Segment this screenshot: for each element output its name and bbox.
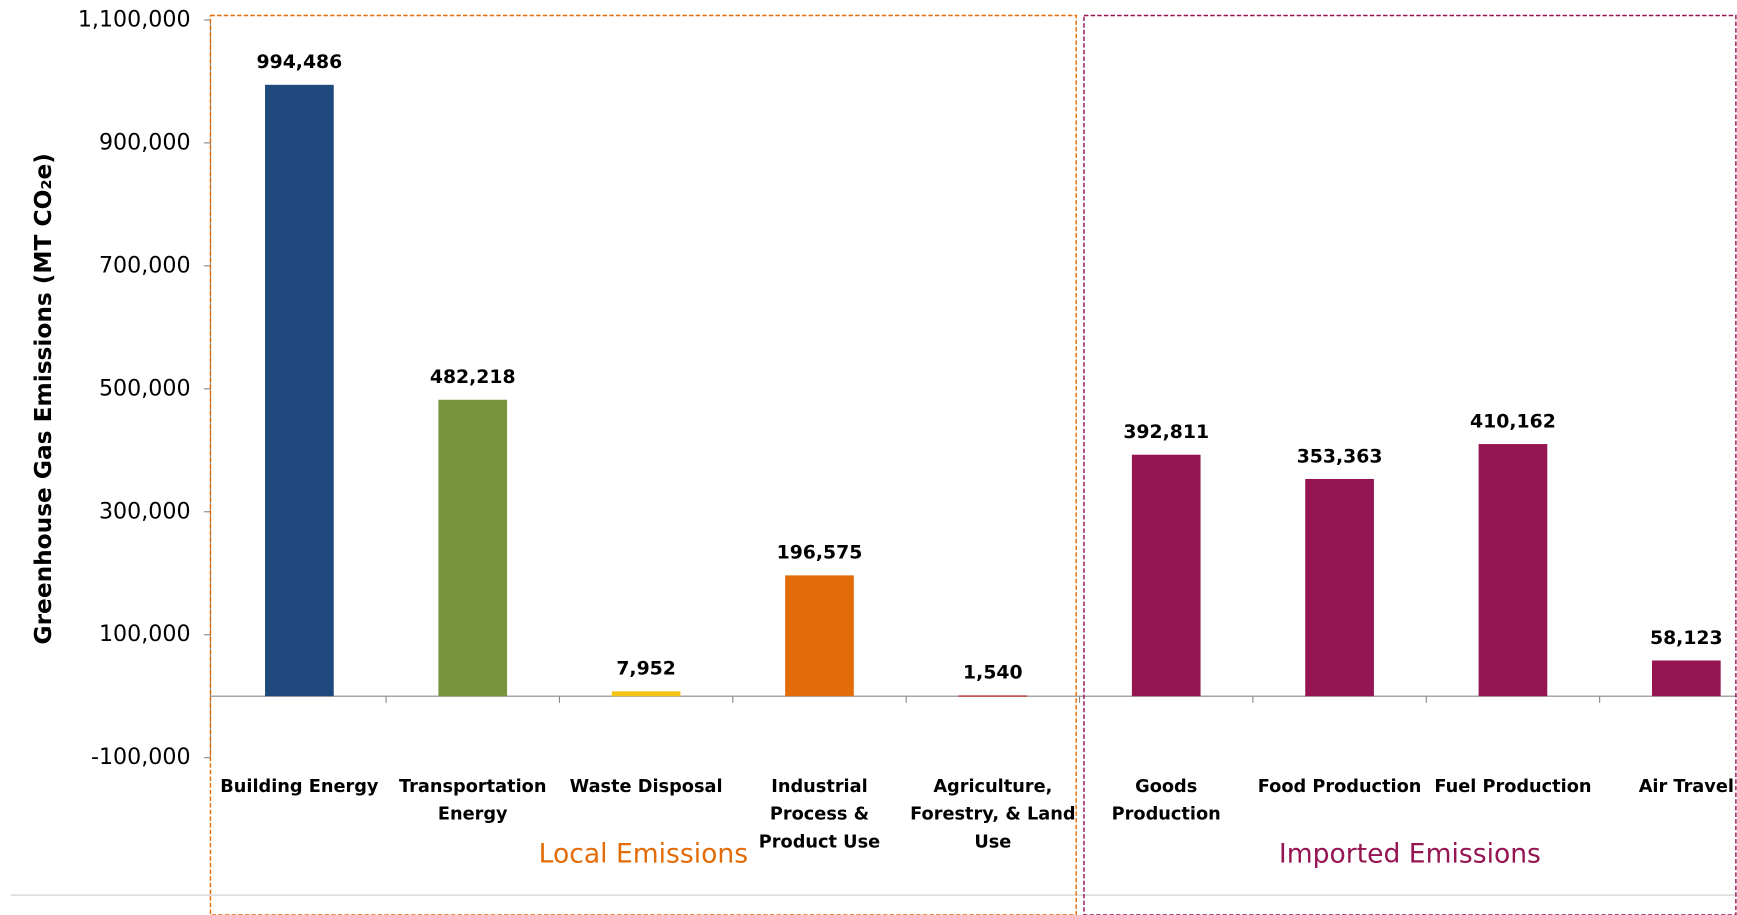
y-axis-label: Greenhouse Gas Emissions (MT CO₂e) bbox=[30, 153, 57, 644]
bar bbox=[1651, 660, 1721, 697]
data-label: 482,218 bbox=[430, 367, 516, 388]
y-tick-label: 900,000 bbox=[99, 129, 191, 155]
group-label: Imported Emissions bbox=[1279, 839, 1541, 870]
y-tick-label: 700,000 bbox=[99, 252, 191, 278]
y-tick-label: -100,000 bbox=[91, 744, 191, 770]
data-label: 410,162 bbox=[1470, 411, 1556, 432]
x-tick-label-box: Waste Disposal bbox=[569, 775, 723, 797]
x-tick-label-box: Industrial Process & Product Use bbox=[758, 775, 881, 852]
group-box bbox=[209, 14, 1077, 915]
bar bbox=[1478, 444, 1548, 697]
x-tick-label-box: Fuel Production bbox=[1434, 775, 1592, 797]
bar bbox=[611, 691, 681, 697]
x-tick-label: Goods Production bbox=[1111, 775, 1221, 825]
x-tick-label: Air Travel bbox=[1638, 775, 1734, 797]
x-tick-label: Building Energy bbox=[220, 775, 379, 797]
x-tick-label: Transportation Energy bbox=[399, 775, 547, 825]
x-tick-label-box: Goods Production bbox=[1111, 775, 1221, 825]
data-label: 353,363 bbox=[1297, 446, 1383, 467]
x-tick-label: Industrial Process & Product Use bbox=[758, 775, 881, 852]
x-tick-label-box: Transportation Energy bbox=[399, 775, 547, 825]
y-tick-label: 300,000 bbox=[99, 498, 191, 524]
x-tick-label: Fuel Production bbox=[1434, 775, 1592, 797]
y-tick-label: 500,000 bbox=[99, 375, 191, 401]
data-label: 196,575 bbox=[777, 543, 863, 564]
x-tick-label: Food Production bbox=[1257, 775, 1422, 797]
x-tick-label-box: Food Production bbox=[1257, 775, 1422, 797]
group-label: Local Emissions bbox=[539, 839, 748, 870]
bar bbox=[438, 399, 508, 697]
x-tick-label-box: Agriculture, Forestry, & Land Use bbox=[910, 775, 1076, 852]
y-tick-label: 100,000 bbox=[99, 621, 191, 647]
x-tick-label-box: Building Energy bbox=[220, 775, 379, 797]
x-tick-label: Agriculture, Forestry, & Land Use bbox=[910, 775, 1076, 852]
bar bbox=[785, 575, 854, 697]
bar bbox=[265, 84, 334, 697]
data-label: 392,811 bbox=[1123, 422, 1209, 443]
bar bbox=[958, 695, 1028, 697]
y-tick-label: 1,100,000 bbox=[78, 6, 191, 32]
x-tick-label-box: Air Travel bbox=[1638, 775, 1734, 797]
data-label: 994,486 bbox=[256, 52, 342, 73]
data-label: 7,952 bbox=[616, 659, 676, 680]
x-tick-label: Waste Disposal bbox=[569, 775, 723, 797]
bar bbox=[1305, 478, 1374, 697]
bar bbox=[1131, 454, 1201, 697]
data-label: 1,540 bbox=[963, 663, 1023, 684]
data-label: 58,123 bbox=[1650, 628, 1723, 649]
